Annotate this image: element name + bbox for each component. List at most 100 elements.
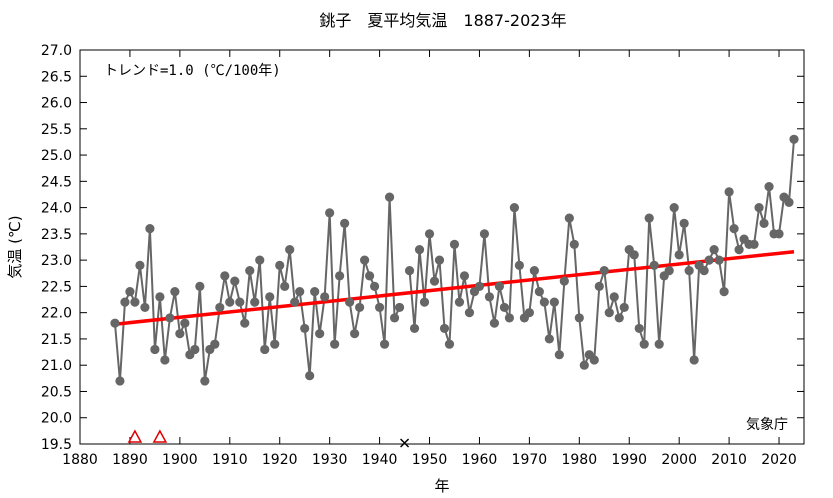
data-point xyxy=(529,266,539,276)
data-point xyxy=(644,213,654,223)
data-point xyxy=(749,239,759,249)
data-point xyxy=(310,287,320,297)
x-tick-label: 1950 xyxy=(412,452,448,468)
data-point xyxy=(295,287,305,297)
data-point xyxy=(335,271,345,281)
x-tick-label: 1990 xyxy=(611,452,647,468)
data-point xyxy=(539,297,549,307)
y-tick-label: 26.0 xyxy=(41,96,72,112)
data-point xyxy=(589,355,599,365)
data-point xyxy=(669,203,679,213)
data-point xyxy=(484,292,495,302)
data-point xyxy=(629,250,639,260)
data-point xyxy=(255,255,265,265)
data-point xyxy=(494,281,505,291)
data-point xyxy=(414,245,425,255)
data-point xyxy=(155,292,165,302)
data-point xyxy=(504,313,515,323)
data-point xyxy=(369,281,380,291)
data-point xyxy=(569,239,579,249)
y-tick-label: 23.0 xyxy=(41,253,72,269)
y-tick-label: 24.5 xyxy=(41,174,72,190)
data-point xyxy=(444,339,455,349)
data-point xyxy=(355,302,365,313)
data-point xyxy=(210,339,220,349)
data-point xyxy=(394,302,405,313)
x-tick-label: 2020 xyxy=(761,452,797,468)
trend-line xyxy=(114,249,795,326)
data-point xyxy=(110,318,120,328)
y-tick-label: 19.5 xyxy=(41,437,72,453)
data-point xyxy=(509,203,519,213)
data-point xyxy=(534,287,544,297)
data-point xyxy=(599,266,609,276)
y-tick-label: 24.0 xyxy=(41,201,72,217)
data-point xyxy=(135,260,145,270)
data-point xyxy=(704,255,714,265)
x-tick-label: 1980 xyxy=(561,452,597,468)
data-point xyxy=(614,313,624,323)
x-tick-label: 1900 xyxy=(162,452,198,468)
data-point xyxy=(389,313,400,323)
data-point xyxy=(549,297,559,307)
source-label: 気象庁 xyxy=(746,417,788,433)
data-point xyxy=(345,297,355,307)
series-line xyxy=(113,197,401,382)
data-point xyxy=(619,302,629,313)
station-move-marker xyxy=(152,429,168,443)
data-point xyxy=(719,287,729,297)
x-tick-label: 2000 xyxy=(661,452,697,468)
data-point xyxy=(684,266,694,276)
data-point xyxy=(784,197,794,207)
y-tick-label: 25.5 xyxy=(41,122,72,138)
y-tick-label: 20.0 xyxy=(41,411,72,427)
data-point xyxy=(409,323,420,334)
data-point xyxy=(325,208,335,218)
trend-label: トレンド=1.0 (℃/100年) xyxy=(104,63,281,79)
data-point xyxy=(579,360,589,370)
y-tick-label: 26.5 xyxy=(41,69,72,85)
x-tick-label: 1920 xyxy=(262,452,298,468)
data-point xyxy=(699,266,709,276)
data-point xyxy=(365,271,375,281)
data-point xyxy=(524,308,534,318)
data-point xyxy=(439,323,450,334)
data-point xyxy=(634,323,644,334)
x-tick-label: 1910 xyxy=(212,452,248,468)
y-tick-label: 20.5 xyxy=(41,384,72,400)
x-tick-label: 2010 xyxy=(711,452,747,468)
y-axis-title: 気温 (℃) xyxy=(6,215,24,278)
data-point xyxy=(340,218,350,228)
data-point xyxy=(125,287,135,297)
data-point xyxy=(789,134,799,144)
data-point xyxy=(280,281,290,291)
y-tick-label: 27.0 xyxy=(41,43,72,59)
data-point xyxy=(374,302,385,313)
y-tick-label: 23.5 xyxy=(41,227,72,243)
data-point xyxy=(230,276,240,286)
data-point xyxy=(664,266,674,276)
data-point xyxy=(674,250,684,260)
data-point xyxy=(544,334,554,344)
data-point xyxy=(559,276,569,286)
data-point xyxy=(180,318,190,328)
plot-frame xyxy=(79,49,805,445)
data-point xyxy=(265,292,275,302)
x-axis-title: 年 xyxy=(434,477,449,495)
data-point xyxy=(679,218,689,228)
data-point xyxy=(419,297,430,307)
y-tick-label: 22.5 xyxy=(41,279,72,295)
data-point xyxy=(170,287,180,297)
data-point xyxy=(240,318,250,328)
data-point xyxy=(709,245,719,255)
data-point xyxy=(759,218,769,228)
data-point xyxy=(774,229,784,239)
x-tick-label: 1940 xyxy=(362,452,398,468)
data-point xyxy=(195,281,205,291)
data-point xyxy=(724,187,734,197)
data-point xyxy=(305,371,315,381)
data-point xyxy=(190,344,200,355)
data-point xyxy=(594,281,604,291)
data-point xyxy=(654,339,664,349)
data-point xyxy=(764,181,774,192)
